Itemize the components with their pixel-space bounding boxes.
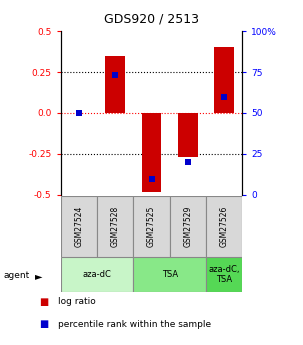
Bar bbox=[214, 47, 234, 113]
Text: GDS920 / 2513: GDS920 / 2513 bbox=[104, 12, 199, 25]
Point bbox=[149, 176, 154, 181]
Bar bbox=[206, 196, 242, 257]
Bar bbox=[133, 257, 206, 292]
Text: percentile rank within the sample: percentile rank within the sample bbox=[58, 320, 211, 329]
Text: agent: agent bbox=[3, 272, 29, 280]
Bar bbox=[206, 257, 242, 292]
Text: log ratio: log ratio bbox=[58, 297, 95, 306]
Bar bbox=[97, 196, 133, 257]
Bar bbox=[133, 196, 170, 257]
Text: ■: ■ bbox=[39, 297, 49, 307]
Point bbox=[222, 94, 227, 99]
Bar bbox=[142, 113, 161, 192]
Point bbox=[185, 159, 190, 165]
Text: aza-dC,
TSA: aza-dC, TSA bbox=[208, 265, 240, 284]
Bar bbox=[105, 56, 125, 113]
Point bbox=[113, 72, 118, 78]
Text: aza-dC: aza-dC bbox=[82, 270, 112, 279]
Bar bbox=[178, 113, 198, 157]
Bar bbox=[170, 196, 206, 257]
Text: GSM27526: GSM27526 bbox=[220, 206, 229, 247]
Text: GSM27524: GSM27524 bbox=[74, 206, 83, 247]
Point bbox=[76, 110, 81, 116]
Text: ►: ► bbox=[35, 271, 42, 281]
Text: ■: ■ bbox=[39, 319, 49, 329]
Text: GSM27528: GSM27528 bbox=[111, 206, 120, 247]
Text: TSA: TSA bbox=[161, 270, 178, 279]
Bar bbox=[61, 257, 133, 292]
Text: GSM27525: GSM27525 bbox=[147, 206, 156, 247]
Text: GSM27529: GSM27529 bbox=[183, 206, 192, 247]
Bar bbox=[61, 196, 97, 257]
